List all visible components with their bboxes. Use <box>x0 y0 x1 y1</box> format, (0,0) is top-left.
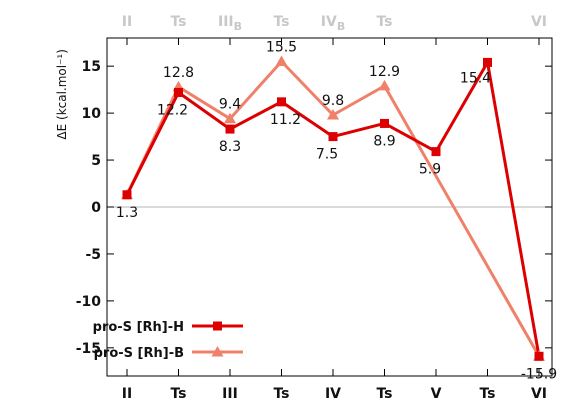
x-tick-label: Ts <box>479 386 495 402</box>
y-tick-label: 10 <box>82 106 102 122</box>
data-point-rh-h <box>277 97 286 107</box>
top-x-tick-label: II <box>122 14 132 30</box>
top-x-tick-label: Ts <box>170 14 186 30</box>
y-tick-label: 5 <box>91 153 101 169</box>
x-tick-label: VI <box>531 386 547 402</box>
data-label-rh-b: 15.5 <box>266 39 297 55</box>
axis-labels: 15 10 5 0 -5 -10 -15 II Ts III Ts IV Ts V Ts VI II Ts IIIB… <box>55 14 547 402</box>
data-point-rh-h <box>380 118 389 128</box>
data-label-rh-b: 9.4 <box>219 97 241 113</box>
data-label-rh-h: 8.3 <box>219 139 241 155</box>
y-tick-label: 0 <box>91 200 101 216</box>
data-point-rh-b <box>378 79 391 91</box>
x-tick-label: Ts <box>376 386 392 402</box>
data-point-rh-b <box>327 108 339 120</box>
data-point-rh-h <box>328 132 338 142</box>
data-point-rh-b <box>224 112 236 124</box>
x-tick-label: II <box>122 386 132 402</box>
top-x-tick-label: Ts <box>376 14 392 30</box>
data-point-rh-h <box>431 147 441 157</box>
data-label-rh-b: 12.8 <box>163 65 194 81</box>
top-x-tick-label: Ts <box>273 14 289 30</box>
data-point-rh-h <box>534 351 544 361</box>
data-label-rh-h: 5.9 <box>419 162 441 178</box>
x-tick-label: V <box>431 386 442 402</box>
data-point-rh-h <box>225 124 235 134</box>
top-x-tick-label: IIIB <box>218 14 242 33</box>
data-label-rh-h: -15.9 <box>521 366 557 382</box>
top-x-tick-label: IVB <box>321 14 345 33</box>
data-point-rh-b <box>275 55 288 66</box>
top-x-tick-label: VI <box>531 14 547 30</box>
legend-label-rh-h: pro-S [Rh]-H <box>93 320 184 335</box>
y-axis-label: ΔE (kcal.mol⁻¹) <box>55 49 69 140</box>
y-tick-label: -10 <box>76 294 102 310</box>
y-tick-label: 15 <box>82 59 101 75</box>
legend-marker-rh-b <box>211 346 224 357</box>
plot-frame <box>106 37 553 377</box>
data-label-rh-h: 1.3 <box>116 205 138 221</box>
data-labels: 1.3 12.2 8.3 11.2 7.5 8.9 5.9 15.4 -15.9 12.8 9.4 1… <box>116 39 557 382</box>
data-point-rh-h <box>483 57 492 67</box>
x-tick-label: III <box>222 386 238 402</box>
legend-marker-rh-h <box>213 321 222 331</box>
y-tick-label: -5 <box>85 247 101 263</box>
legend: pro-S [Rh]-H pro-S [Rh]-B <box>93 320 243 361</box>
data-label-rh-h: 11.2 <box>270 112 301 128</box>
data-label-rh-h: 15.4 <box>460 70 491 86</box>
data-point-rh-h <box>122 190 132 200</box>
data-label-rh-h: 12.2 <box>157 102 188 118</box>
legend-label-rh-b: pro-S [Rh]-B <box>94 346 184 361</box>
data-point-rh-h <box>174 87 183 97</box>
y-tick-label: -15 <box>76 341 101 357</box>
x-tick-label: Ts <box>273 386 289 402</box>
x-tick-label: Ts <box>170 386 186 402</box>
data-label-rh-h: 7.5 <box>316 147 338 163</box>
data-label-rh-b: 12.9 <box>369 64 400 80</box>
series-markers <box>121 55 545 361</box>
data-label-rh-h: 8.9 <box>373 133 395 149</box>
data-label-rh-b: 9.8 <box>322 93 344 109</box>
x-tick-label: IV <box>325 386 341 402</box>
